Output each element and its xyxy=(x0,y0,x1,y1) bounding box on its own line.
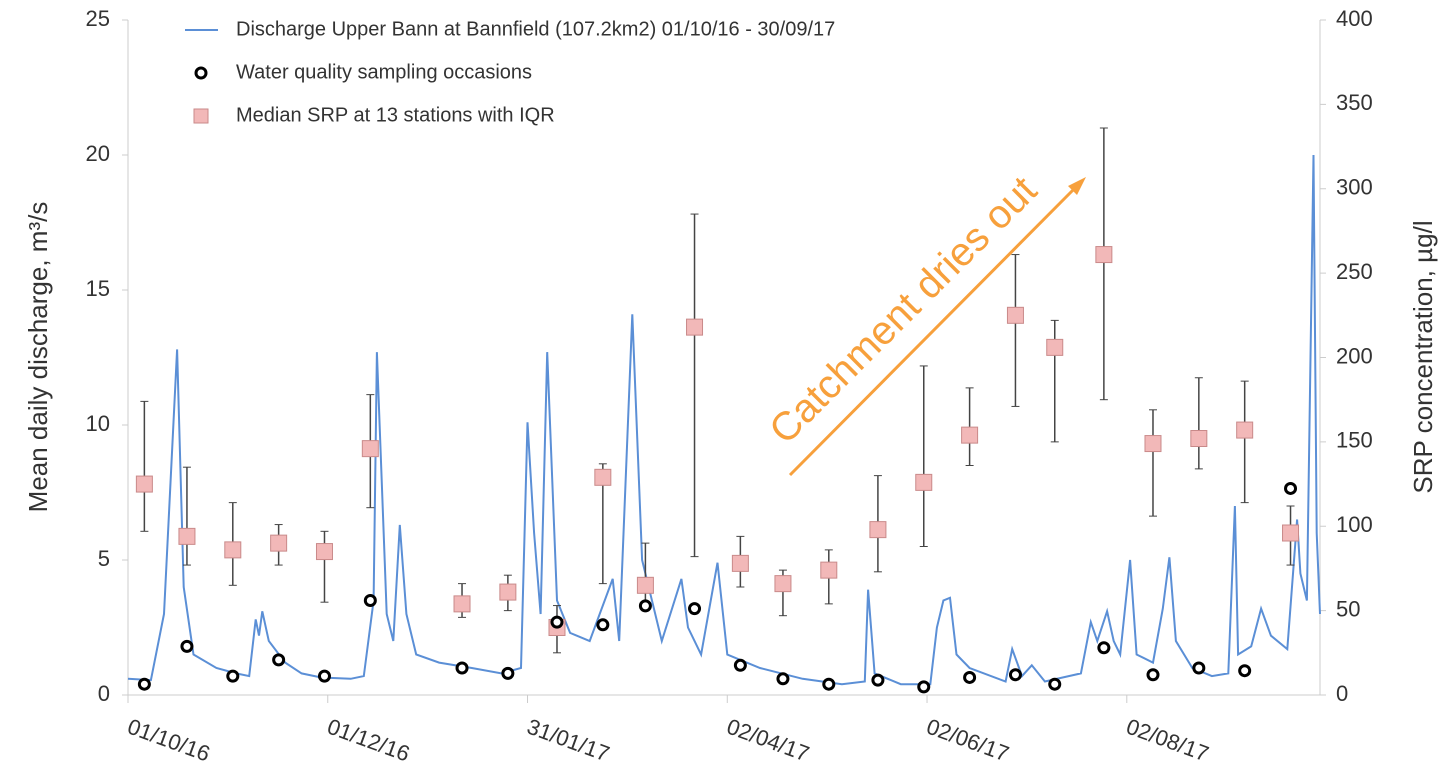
sampling-point xyxy=(688,602,702,616)
y-tick-label: 10 xyxy=(86,411,110,436)
median-marker xyxy=(636,576,654,594)
legend-label: Discharge Upper Bann at Bannfield (107.2… xyxy=(236,18,835,40)
x-tick-label: 02/06/17 xyxy=(923,714,1012,767)
median-marker xyxy=(1095,246,1113,264)
sampling-point xyxy=(1048,677,1062,691)
median-marker xyxy=(1236,421,1254,439)
sampling-point xyxy=(638,599,652,613)
annotation: Catchment dries out xyxy=(761,168,1045,452)
sampling-point xyxy=(317,669,331,683)
discharge-line xyxy=(127,154,1321,686)
median-marker xyxy=(178,527,196,545)
sampling-point xyxy=(272,653,286,667)
y2-tick-label: 50 xyxy=(1336,596,1360,621)
sampling-point xyxy=(1284,481,1298,495)
y2-tick-label: 350 xyxy=(1336,90,1373,115)
x-tick-label: 02/08/17 xyxy=(1123,714,1212,767)
sampling-point xyxy=(1008,668,1022,682)
y2-tick-label: 150 xyxy=(1336,428,1373,453)
median-marker xyxy=(731,554,749,572)
sampling-point xyxy=(1097,641,1111,655)
y-tick-label: 25 xyxy=(86,6,110,31)
legend-circle xyxy=(194,66,208,80)
x-tick-label: 31/01/17 xyxy=(524,714,613,767)
median-marker xyxy=(499,583,517,601)
y-tick-label: 0 xyxy=(98,681,110,706)
annotation-arrowhead xyxy=(1068,177,1086,195)
median-marker xyxy=(1190,430,1208,447)
y-tick-label: 20 xyxy=(86,141,110,166)
median-marker xyxy=(135,475,153,493)
annotation-arrow xyxy=(788,186,1077,477)
sampling-point xyxy=(822,677,836,691)
sampling-point xyxy=(455,661,469,675)
y2-axis-title: SRP concentration, µg/l xyxy=(1408,220,1438,493)
x-tick-label: 01/12/16 xyxy=(324,714,413,767)
median-marker xyxy=(1282,524,1300,542)
x-tick-label: 01/10/16 xyxy=(124,714,213,767)
sampling-point xyxy=(501,666,515,680)
legend-square xyxy=(193,108,209,124)
sampling-point xyxy=(180,639,194,653)
sampling-point xyxy=(963,670,977,684)
median-marker xyxy=(270,534,288,552)
median-marker xyxy=(361,440,379,458)
sampling-point xyxy=(363,594,377,607)
sampling-point xyxy=(917,680,931,694)
y2-tick-label: 0 xyxy=(1336,681,1348,706)
sampling-point xyxy=(596,618,610,632)
median-marker xyxy=(1006,306,1024,324)
median-marker xyxy=(915,473,933,491)
median-marker xyxy=(224,541,242,559)
median-marker xyxy=(869,521,887,539)
median-marker xyxy=(820,561,838,579)
y2-tick-label: 100 xyxy=(1336,512,1373,537)
y2-tick-label: 200 xyxy=(1336,343,1373,368)
median-marker xyxy=(1144,435,1162,453)
median-marker xyxy=(686,318,704,336)
median-marker xyxy=(453,595,471,613)
sampling-point xyxy=(1238,664,1252,678)
sampling-point xyxy=(137,677,151,691)
y2-tick-label: 300 xyxy=(1336,175,1373,200)
sampling-point xyxy=(550,615,564,629)
median-marker xyxy=(774,575,792,593)
sampling-point xyxy=(226,669,240,683)
median-marker xyxy=(315,543,333,561)
sampling-point xyxy=(776,672,790,686)
y-tick-label: 15 xyxy=(86,276,110,301)
y-tick-label: 5 xyxy=(98,546,110,571)
sampling-point xyxy=(871,673,885,687)
y2-tick-label: 400 xyxy=(1336,6,1373,31)
sampling-point xyxy=(733,658,747,672)
median-marker xyxy=(594,468,612,486)
sampling-point xyxy=(1146,668,1160,682)
sampling-point xyxy=(1192,661,1206,675)
legend-label: Median SRP at 13 stations with IQR xyxy=(236,104,555,126)
median-marker xyxy=(1046,338,1064,356)
y-axis-title: Mean daily discharge, m³/s xyxy=(23,202,53,513)
legend-label: Water quality sampling occasions xyxy=(236,61,532,83)
y2-tick-label: 250 xyxy=(1336,259,1373,284)
median-marker xyxy=(961,426,979,444)
x-tick-label: 02/04/17 xyxy=(724,714,813,767)
